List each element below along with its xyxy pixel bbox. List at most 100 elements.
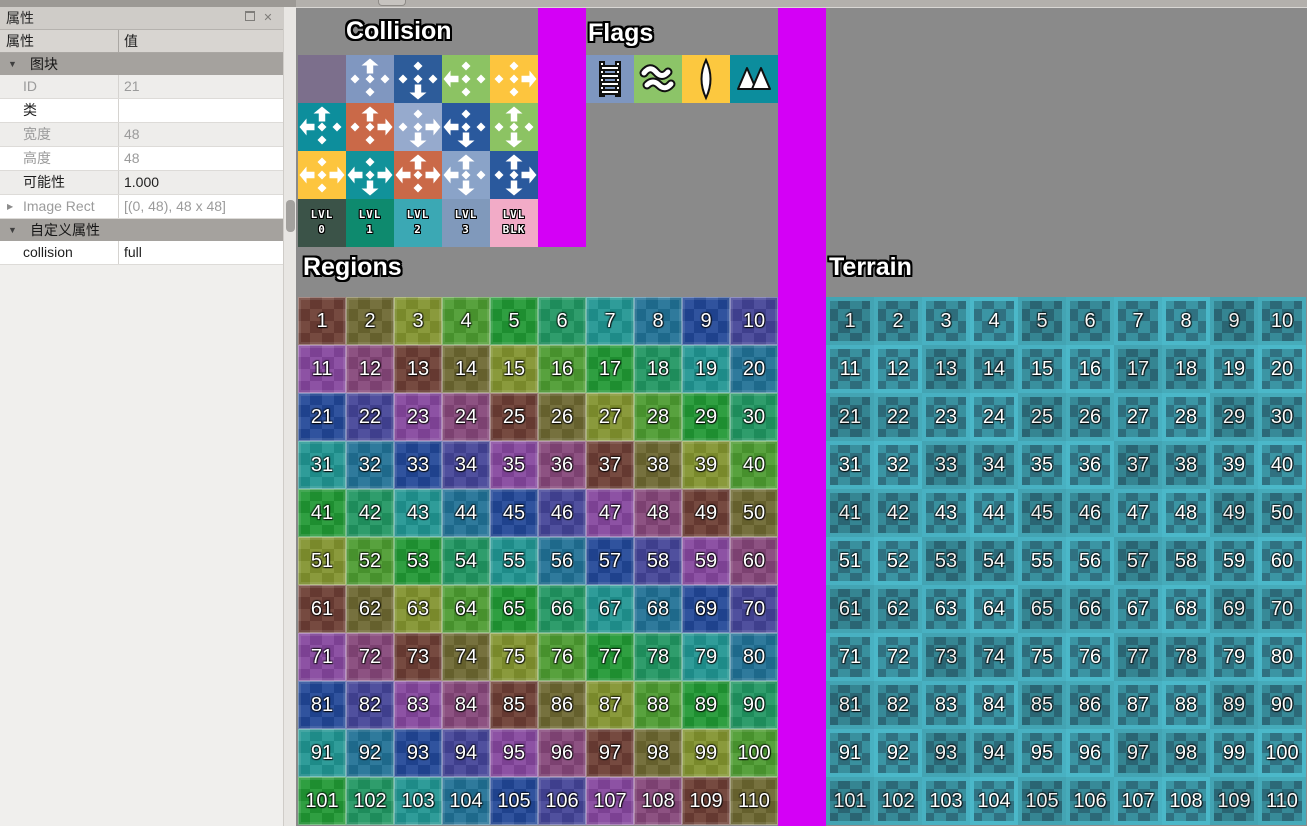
property-value[interactable] — [118, 99, 283, 122]
region-tile[interactable]: 79 — [682, 633, 730, 681]
region-tile[interactable]: 48 — [634, 489, 682, 537]
terrain-tile[interactable]: 19 — [1210, 345, 1258, 393]
terrain-tile[interactable]: 45 — [1018, 489, 1066, 537]
terrain-tile[interactable]: 86 — [1066, 681, 1114, 729]
region-tile[interactable]: 10 — [730, 297, 778, 345]
region-tile[interactable]: 44 — [442, 489, 490, 537]
terrain-tile[interactable]: 96 — [1066, 729, 1114, 777]
collision-tile[interactable] — [442, 151, 490, 199]
terrain-tile[interactable]: 57 — [1114, 537, 1162, 585]
terrain-tile[interactable]: 63 — [922, 585, 970, 633]
region-tile[interactable]: 71 — [298, 633, 346, 681]
terrain-tile[interactable]: 16 — [1066, 345, 1114, 393]
region-tile[interactable]: 103 — [394, 777, 442, 825]
region-tile[interactable]: 102 — [346, 777, 394, 825]
region-tile[interactable]: 80 — [730, 633, 778, 681]
region-tile[interactable]: 11 — [298, 345, 346, 393]
region-tile[interactable]: 57 — [586, 537, 634, 585]
region-tile[interactable]: 88 — [634, 681, 682, 729]
terrain-tile[interactable]: 28 — [1162, 393, 1210, 441]
property-value[interactable]: full — [118, 241, 283, 264]
collision-tile[interactable] — [298, 103, 346, 151]
terrain-tile[interactable]: 3 — [922, 297, 970, 345]
region-tile[interactable]: 39 — [682, 441, 730, 489]
terrain-tile[interactable]: 29 — [1210, 393, 1258, 441]
region-tile[interactable]: 67 — [586, 585, 634, 633]
terrain-tile[interactable]: 66 — [1066, 585, 1114, 633]
region-tile[interactable]: 55 — [490, 537, 538, 585]
region-tile[interactable]: 53 — [394, 537, 442, 585]
region-tile[interactable]: 49 — [682, 489, 730, 537]
property-value[interactable]: [(0, 48), 48 x 48] — [118, 195, 283, 218]
property-value[interactable]: 21 — [118, 75, 283, 98]
terrain-tile[interactable]: 56 — [1066, 537, 1114, 585]
terrain-tile[interactable]: 78 — [1162, 633, 1210, 681]
region-tile[interactable]: 35 — [490, 441, 538, 489]
region-tile[interactable]: 58 — [634, 537, 682, 585]
region-tile[interactable]: 21 — [298, 393, 346, 441]
region-tile[interactable]: 100 — [730, 729, 778, 777]
terrain-tile[interactable]: 82 — [874, 681, 922, 729]
terrain-tile[interactable]: 64 — [970, 585, 1018, 633]
terrain-tile[interactable]: 103 — [922, 777, 970, 825]
properties-scrollbar-thumb[interactable] — [286, 200, 295, 232]
terrain-tile[interactable]: 15 — [1018, 345, 1066, 393]
region-tile[interactable]: 109 — [682, 777, 730, 825]
terrain-tile[interactable]: 33 — [922, 441, 970, 489]
region-tile[interactable]: 76 — [538, 633, 586, 681]
region-tile[interactable]: 14 — [442, 345, 490, 393]
collision-tile[interactable] — [346, 151, 394, 199]
collision-tile[interactable] — [394, 103, 442, 151]
region-tile[interactable]: 60 — [730, 537, 778, 585]
region-tile[interactable]: 30 — [730, 393, 778, 441]
terrain-tile[interactable]: 42 — [874, 489, 922, 537]
property-group-header[interactable]: ▼ 图块 — [0, 53, 283, 75]
collision-tile[interactable] — [442, 55, 490, 103]
terrain-tile[interactable]: 94 — [970, 729, 1018, 777]
region-tile[interactable]: 20 — [730, 345, 778, 393]
region-tile[interactable]: 95 — [490, 729, 538, 777]
region-tile[interactable]: 17 — [586, 345, 634, 393]
terrain-tile[interactable]: 53 — [922, 537, 970, 585]
region-tile[interactable]: 74 — [442, 633, 490, 681]
terrain-tile[interactable]: 36 — [1066, 441, 1114, 489]
region-tile[interactable]: 31 — [298, 441, 346, 489]
terrain-tile[interactable]: 108 — [1162, 777, 1210, 825]
region-tile[interactable]: 94 — [442, 729, 490, 777]
region-tile[interactable]: 78 — [634, 633, 682, 681]
terrain-tile[interactable]: 88 — [1162, 681, 1210, 729]
collision-level-tile[interactable]: LVL 3 — [442, 199, 490, 247]
region-tile[interactable]: 8 — [634, 297, 682, 345]
terrain-tile[interactable]: 70 — [1258, 585, 1306, 633]
region-tile[interactable]: 62 — [346, 585, 394, 633]
terrain-tile[interactable]: 69 — [1210, 585, 1258, 633]
terrain-tile[interactable]: 102 — [874, 777, 922, 825]
terrain-tile[interactable]: 47 — [1114, 489, 1162, 537]
terrain-tile[interactable]: 17 — [1114, 345, 1162, 393]
region-tile[interactable]: 64 — [442, 585, 490, 633]
region-tile[interactable]: 18 — [634, 345, 682, 393]
terrain-tile[interactable]: 92 — [874, 729, 922, 777]
region-tile[interactable]: 110 — [730, 777, 778, 825]
terrain-tile[interactable]: 51 — [826, 537, 874, 585]
region-tile[interactable]: 84 — [442, 681, 490, 729]
terrain-tile[interactable]: 84 — [970, 681, 1018, 729]
region-tile[interactable]: 5 — [490, 297, 538, 345]
chevron-down-icon[interactable]: ▼ — [8, 225, 17, 235]
region-tile[interactable]: 7 — [586, 297, 634, 345]
terrain-tile[interactable]: 93 — [922, 729, 970, 777]
terrain-tile[interactable]: 91 — [826, 729, 874, 777]
region-tile[interactable]: 69 — [682, 585, 730, 633]
region-tile[interactable]: 101 — [298, 777, 346, 825]
properties-title-bar[interactable]: 属性 ✕ — [0, 7, 283, 30]
collision-level-tile[interactable]: LVL BLK — [490, 199, 538, 247]
region-tile[interactable]: 3 — [394, 297, 442, 345]
terrain-tile[interactable]: 35 — [1018, 441, 1066, 489]
terrain-tile[interactable]: 46 — [1066, 489, 1114, 537]
collision-tile[interactable] — [394, 55, 442, 103]
region-tile[interactable]: 25 — [490, 393, 538, 441]
region-tile[interactable]: 38 — [634, 441, 682, 489]
terrain-tile[interactable]: 75 — [1018, 633, 1066, 681]
property-value[interactable]: 1.000 — [118, 171, 283, 194]
close-panel-button[interactable]: ✕ — [261, 11, 275, 25]
